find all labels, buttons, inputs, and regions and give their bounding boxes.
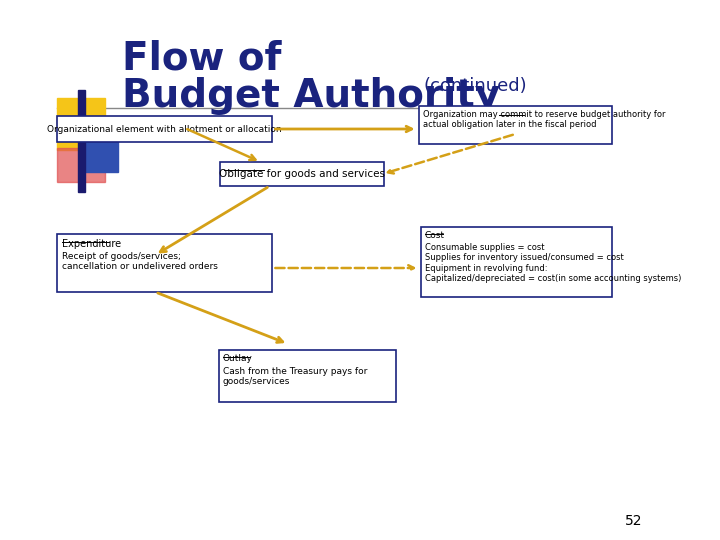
Text: Cost: Cost [425,231,445,240]
Text: Organizational element with allotment or allocation: Organizational element with allotment or… [47,125,282,133]
FancyBboxPatch shape [219,350,396,402]
Bar [58,98,105,150]
Text: Budget Authority: Budget Authority [122,77,500,115]
FancyBboxPatch shape [419,106,611,144]
Text: Consumable supplies = cost
Supplies for inventory issued/consumed = cost
Equipme: Consumable supplies = cost Supplies for … [425,243,681,283]
Bar [78,90,85,192]
Text: Organization may commit to reserve budget authority for
actual obligation later : Organization may commit to reserve budge… [423,110,665,130]
Bar [81,120,118,172]
Text: Outlay: Outlay [222,354,253,363]
Text: Cash from the Treasury pays for
goods/services: Cash from the Treasury pays for goods/se… [222,367,367,387]
Text: Expenditure: Expenditure [62,239,121,249]
Bar [58,148,105,182]
FancyBboxPatch shape [58,234,271,292]
FancyBboxPatch shape [58,116,271,142]
Text: Receipt of goods/services;
cancellation or undelivered orders: Receipt of goods/services; cancellation … [62,252,217,272]
Text: (continued): (continued) [423,77,527,95]
Text: Obligate for goods and services: Obligate for goods and services [219,169,385,179]
Text: 52: 52 [624,514,642,528]
Text: Flow of: Flow of [122,40,282,78]
FancyBboxPatch shape [220,162,384,186]
FancyBboxPatch shape [421,227,613,297]
